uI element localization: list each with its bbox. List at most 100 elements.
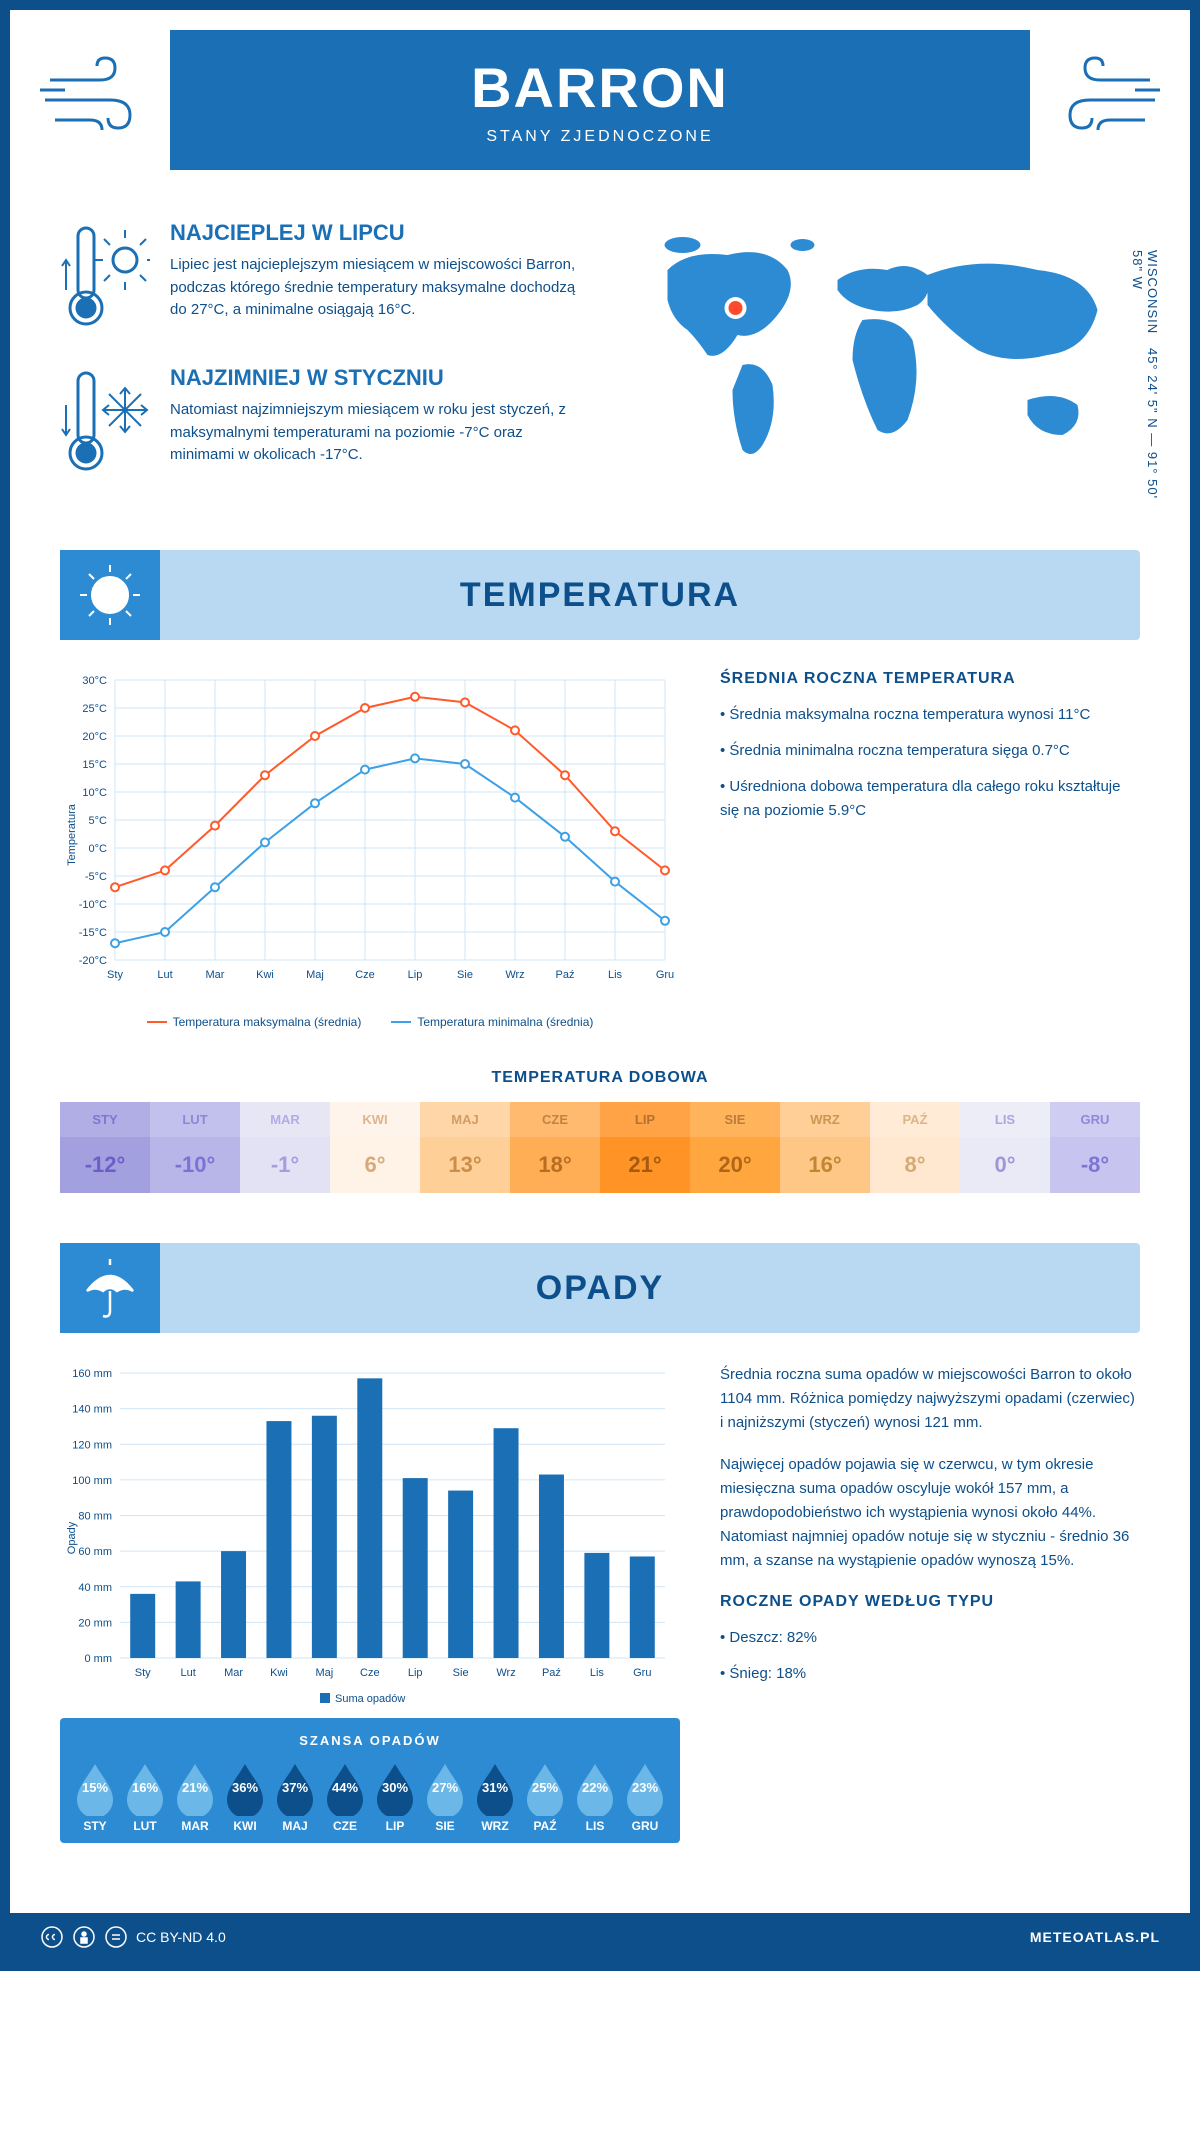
svg-text:Sie: Sie — [453, 1667, 469, 1679]
svg-text:Sty: Sty — [107, 969, 123, 981]
cc-icon — [40, 1925, 64, 1949]
footer: CC BY-ND 4.0 METEOATLAS.PL — [10, 1913, 1190, 1961]
svg-text:-10°C: -10°C — [79, 899, 107, 911]
daily-cell: GRU -8° — [1050, 1102, 1140, 1193]
precipitation-bar-chart: 0 mm20 mm40 mm60 mm80 mm100 mm120 mm140 … — [60, 1363, 680, 1713]
rain-chance-drop: 16% LUT — [120, 1760, 170, 1833]
svg-text:140 mm: 140 mm — [72, 1404, 112, 1416]
svg-text:-5°C: -5°C — [85, 871, 107, 883]
svg-text:Maj: Maj — [306, 969, 324, 981]
legend-item: Temperatura minimalna (średnia) — [391, 1015, 593, 1029]
fact-cold-text: Natomiast najzimniejszym miesiącem w rok… — [170, 399, 585, 467]
fact-hot-text: Lipiec jest najcieplejszym miesiącem w m… — [170, 254, 585, 322]
svg-text:Paź: Paź — [542, 1667, 561, 1679]
svg-text:120 mm: 120 mm — [72, 1439, 112, 1451]
svg-text:10°C: 10°C — [82, 787, 107, 799]
header-banner: BARRON STANY ZJEDNOCZONE — [10, 10, 1190, 190]
rain-chance-drop: 37% MAJ — [270, 1760, 320, 1833]
coordinates: WISCONSIN 45° 24' 5" N — 91° 50' 58" W — [1130, 250, 1160, 510]
thermometer-cold-icon — [60, 365, 150, 480]
temperature-line-chart: -20°C-15°C-10°C-5°C0°C5°C10°C15°C20°C25°… — [60, 670, 680, 1000]
svg-text:80 mm: 80 mm — [78, 1511, 112, 1523]
daily-cell: STY -12° — [60, 1102, 150, 1193]
svg-text:0°C: 0°C — [89, 843, 108, 855]
svg-text:Lis: Lis — [608, 969, 623, 981]
svg-text:Lut: Lut — [157, 969, 172, 981]
svg-text:Lip: Lip — [408, 1667, 423, 1679]
svg-text:20 mm: 20 mm — [78, 1617, 112, 1629]
rain-chance-drop: 30% LIP — [370, 1760, 420, 1833]
svg-text:15°C: 15°C — [82, 759, 107, 771]
bullet: • Śnieg: 18% — [720, 1662, 1140, 1686]
svg-text:Lis: Lis — [590, 1667, 605, 1679]
fact-hot-title: NAJCIEPLEJ W LIPCU — [170, 220, 585, 246]
svg-text:160 mm: 160 mm — [72, 1368, 112, 1380]
daily-cell: LUT -10° — [150, 1102, 240, 1193]
wind-icon — [40, 50, 150, 145]
svg-text:Lip: Lip — [408, 969, 423, 981]
daily-cell: MAR -1° — [240, 1102, 330, 1193]
rain-chance-drop: 27% SIE — [420, 1760, 470, 1833]
daily-cell: LIS 0° — [960, 1102, 1050, 1193]
svg-text:Wrz: Wrz — [505, 969, 524, 981]
license-text: CC BY-ND 4.0 — [136, 1929, 226, 1945]
bullet: • Uśredniona dobowa temperatura dla całe… — [720, 775, 1140, 823]
daily-temp-table: STY -12° LUT -10° MAR -1° KWI 6° MAJ 13°… — [60, 1102, 1140, 1193]
rain-chance-drop: 36% KWI — [220, 1760, 270, 1833]
svg-text:100 mm: 100 mm — [72, 1475, 112, 1487]
sun-icon — [60, 550, 160, 640]
rain-chance-drop: 44% CZE — [320, 1760, 370, 1833]
thermometer-hot-icon — [60, 220, 150, 335]
svg-text:-15°C: -15°C — [79, 927, 107, 939]
svg-text:-20°C: -20°C — [79, 955, 107, 967]
rain-chance-panel: SZANSA OPADÓW 15% STY 16% LUT 21% MAR 36… — [60, 1718, 680, 1843]
daily-cell: KWI 6° — [330, 1102, 420, 1193]
daily-cell: WRZ 16° — [780, 1102, 870, 1193]
svg-text:Kwi: Kwi — [256, 969, 274, 981]
svg-text:Cze: Cze — [360, 1667, 380, 1679]
svg-text:Gru: Gru — [656, 969, 674, 981]
daily-cell: CZE 18° — [510, 1102, 600, 1193]
rain-chance-drop: 21% MAR — [170, 1760, 220, 1833]
svg-text:5°C: 5°C — [89, 815, 108, 827]
paragraph: Średnia roczna suma opadów w miejscowośc… — [720, 1363, 1140, 1435]
rain-type-title: ROCZNE OPADY WEDŁUG TYPU — [720, 1593, 1140, 1611]
paragraph: Najwięcej opadów pojawia się w czerwcu, … — [720, 1453, 1140, 1573]
daily-cell: SIE 20° — [690, 1102, 780, 1193]
svg-text:Kwi: Kwi — [270, 1667, 288, 1679]
svg-text:25°C: 25°C — [82, 703, 107, 715]
svg-text:Temperatura: Temperatura — [66, 803, 78, 866]
rain-chance-drop: 23% GRU — [620, 1760, 670, 1833]
svg-text:Mar: Mar — [206, 969, 225, 981]
rain-chance-drop: 25% PAŹ — [520, 1760, 570, 1833]
avg-temp-title: ŚREDNIA ROCZNA TEMPERATURA — [720, 670, 1140, 688]
svg-text:Cze: Cze — [355, 969, 375, 981]
daily-cell: PAŹ 8° — [870, 1102, 960, 1193]
bullet: • Średnia minimalna roczna temperatura s… — [720, 739, 1140, 763]
city-title: BARRON — [170, 55, 1030, 120]
rain-chance-drop: 22% LIS — [570, 1760, 620, 1833]
svg-text:30°C: 30°C — [82, 675, 107, 687]
legend-item: Temperatura maksymalna (średnia) — [147, 1015, 362, 1029]
daily-cell: LIP 21° — [600, 1102, 690, 1193]
wind-icon — [1050, 50, 1160, 145]
fact-cold-title: NAJZIMNIEJ W STYCZNIU — [170, 365, 585, 391]
by-icon — [72, 1925, 96, 1949]
nd-icon — [104, 1925, 128, 1949]
svg-text:Gru: Gru — [633, 1667, 651, 1679]
section-precipitation: OPADY — [60, 1243, 1140, 1333]
daily-temp-title: TEMPERATURA DOBOWA — [60, 1069, 1140, 1087]
daily-cell: MAJ 13° — [420, 1102, 510, 1193]
svg-text:Maj: Maj — [316, 1667, 334, 1679]
bullet: • Średnia maksymalna roczna temperatura … — [720, 703, 1140, 727]
bullet: • Deszcz: 82% — [720, 1626, 1140, 1650]
rain-chance-drop: 15% STY — [70, 1760, 120, 1833]
svg-text:Lut: Lut — [180, 1667, 195, 1679]
svg-text:0 mm: 0 mm — [85, 1653, 113, 1665]
svg-text:40 mm: 40 mm — [78, 1582, 112, 1594]
svg-text:Mar: Mar — [224, 1667, 243, 1679]
rain-chance-drop: 31% WRZ — [470, 1760, 520, 1833]
svg-text:Opady: Opady — [66, 1521, 78, 1554]
umbrella-icon — [60, 1243, 160, 1333]
svg-text:Sty: Sty — [135, 1667, 151, 1679]
